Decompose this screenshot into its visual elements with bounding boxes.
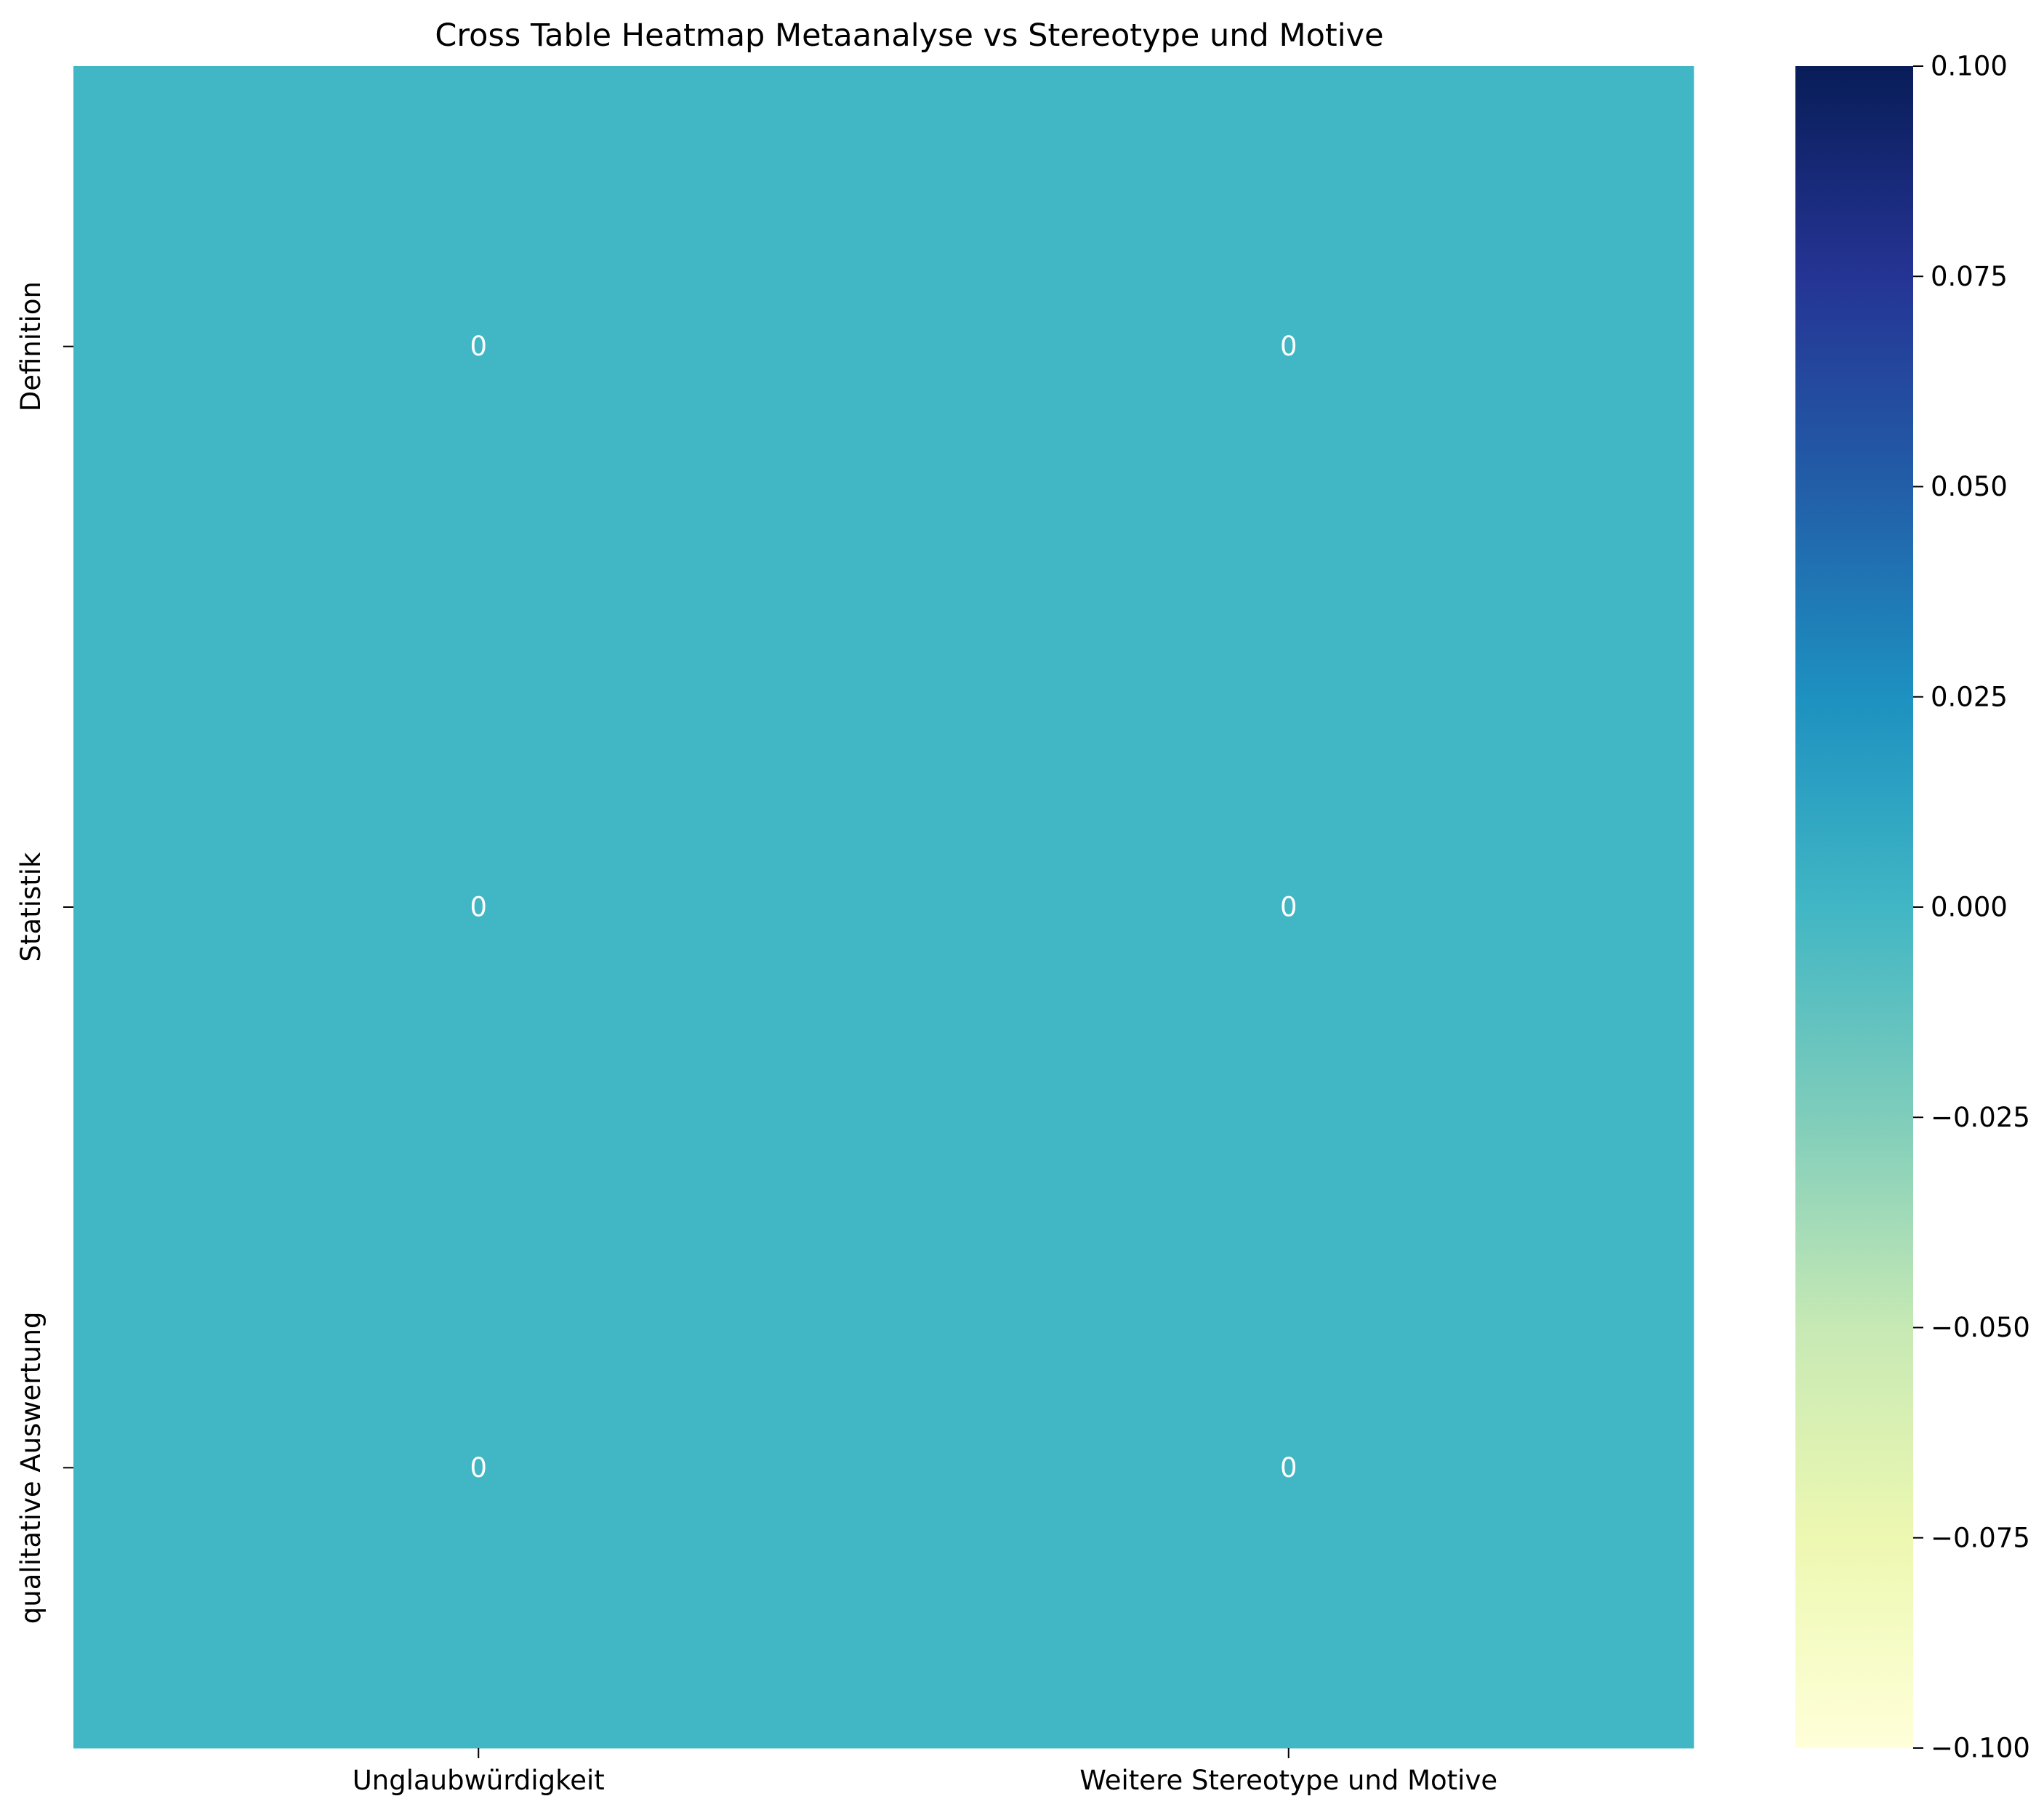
x-tick-label: Weitere Stereotype und Motive	[1079, 1765, 1497, 1796]
heatmap-cells	[73, 66, 1694, 1749]
colorbar-tick-label: −0.050	[1931, 1312, 2030, 1343]
cell-annotation: 0	[1280, 892, 1297, 923]
heatmap-cell	[883, 66, 1694, 627]
heatmap-cell	[73, 66, 884, 627]
chart-title: Cross Table Heatmap Metaanalyse vs Stere…	[435, 17, 1383, 54]
cell-annotation: 0	[470, 1452, 487, 1483]
y-tick-label: Statistik	[15, 852, 47, 962]
colorbar-tick-label: −0.100	[1931, 1733, 2030, 1764]
colorbar-tick-label: 0.075	[1931, 261, 2008, 292]
colorbar-tick-label: −0.025	[1931, 1102, 2030, 1133]
y-tick-label: qualitative Auswertung	[15, 1311, 47, 1624]
x-tick-label: Unglaubwürdigkeit	[353, 1765, 605, 1796]
heatmap-cell	[883, 1187, 1694, 1749]
cell-annotation: 0	[1280, 331, 1297, 362]
colorbar-tick-label: 0.050	[1931, 471, 2008, 502]
cell-annotation: 0	[470, 331, 487, 362]
colorbar-gradient	[1795, 66, 1913, 1748]
cell-annotation: 0	[470, 892, 487, 923]
heatmap-cell	[73, 627, 884, 1188]
colorbar: −0.100 −0.075 −0.050 −0.025 0.000 0.025 0.050 0…	[1795, 51, 2030, 1764]
colorbar-tick-label: 0.000	[1931, 892, 2008, 923]
heatmap-cell	[883, 627, 1694, 1188]
x-axis: Unglaubwürdigkeit Weitere Stereotype und …	[353, 1748, 1497, 1796]
cell-annotations: 0 0 0 0 0 0	[470, 331, 1297, 1483]
y-tick-label: Definition	[15, 281, 47, 411]
colorbar-tick-label: 0.100	[1931, 51, 2008, 82]
colorbar-tick-label: −0.075	[1931, 1522, 2030, 1553]
cell-annotation: 0	[1280, 1452, 1297, 1483]
y-axis: Definition Statistik qualitative Auswertun…	[15, 281, 73, 1624]
heatmap-cell	[73, 1187, 884, 1749]
colorbar-tick-label: 0.025	[1931, 681, 2008, 712]
